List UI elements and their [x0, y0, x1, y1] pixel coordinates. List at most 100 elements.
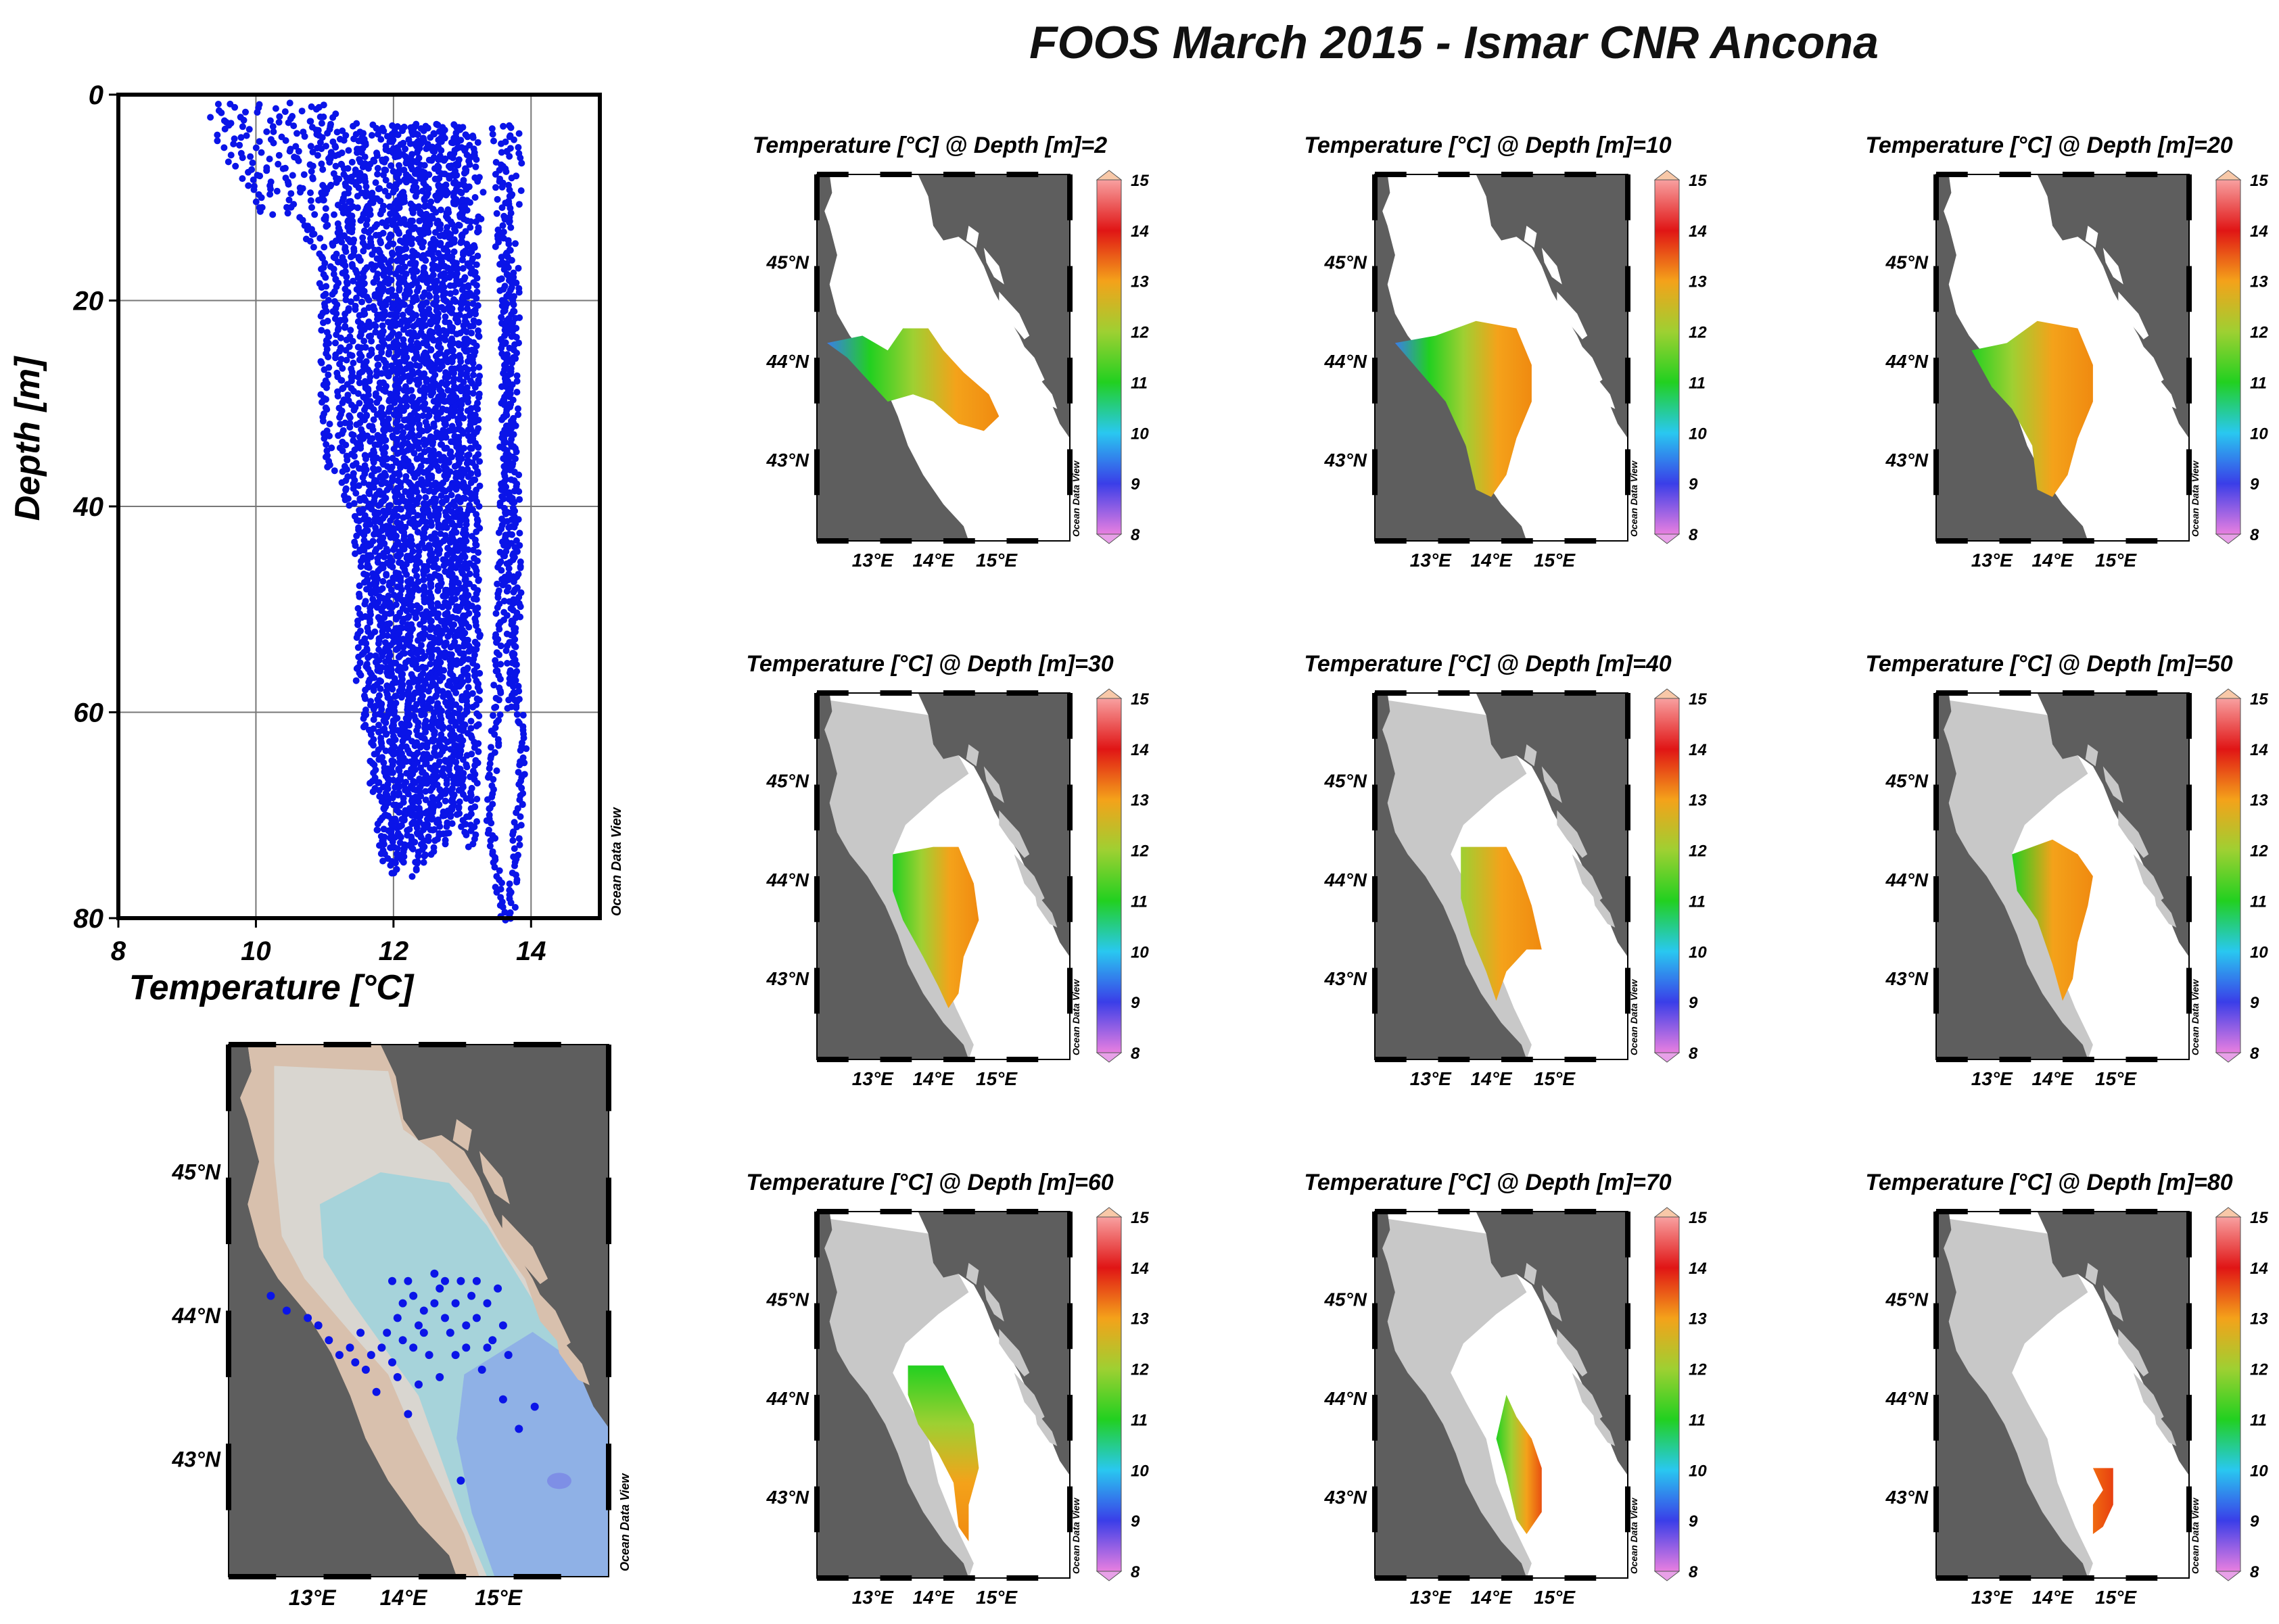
- data-point: [452, 178, 459, 186]
- data-point: [475, 748, 482, 755]
- data-point: [436, 128, 443, 135]
- data-point: [400, 341, 407, 348]
- data-point: [323, 384, 330, 391]
- lat-tick-label: 44°N: [766, 1388, 809, 1409]
- data-point: [310, 243, 317, 251]
- data-point: [505, 181, 512, 189]
- data-point: [231, 135, 238, 143]
- colorbar-tick-label: 10: [1131, 1462, 1149, 1480]
- data-point: [352, 489, 360, 497]
- data-point: [340, 137, 348, 144]
- data-point: [414, 333, 421, 340]
- data-point: [401, 597, 408, 604]
- data-point: [398, 675, 406, 683]
- data-point: [379, 124, 386, 132]
- data-point: [402, 234, 409, 241]
- data-point: [258, 194, 265, 201]
- data-point: [342, 441, 350, 449]
- data-point: [348, 352, 356, 359]
- data-point: [436, 823, 444, 830]
- panel-title: Temperature [°C] @ Depth [m]=60: [746, 1170, 1113, 1195]
- data-point: [245, 126, 253, 133]
- data-point: [456, 222, 463, 229]
- colorbar-tick-label: 14: [1689, 1260, 1707, 1278]
- lat-tick-label: 44°N: [1885, 351, 1928, 372]
- data-point: [496, 175, 504, 183]
- data-point: [424, 124, 431, 132]
- colorbar-tick-label: 9: [1131, 475, 1140, 494]
- data-point: [354, 644, 362, 651]
- data-point: [374, 316, 381, 323]
- data-point: [220, 144, 228, 151]
- data-point: [398, 586, 405, 594]
- data-point: [379, 585, 386, 592]
- data-point: [373, 478, 380, 485]
- data-point: [452, 689, 460, 696]
- data-point: [411, 567, 419, 574]
- data-point: [426, 293, 433, 300]
- data-point: [309, 148, 316, 156]
- data-point: [503, 147, 511, 155]
- data-point: [404, 790, 412, 798]
- lat-tick-label: 43°N: [1323, 1487, 1367, 1508]
- data-point: [345, 210, 352, 218]
- data-point: [398, 762, 406, 769]
- data-point: [221, 125, 229, 133]
- data-point: [511, 498, 518, 506]
- data-point: [465, 684, 472, 691]
- data-point: [381, 427, 388, 435]
- data-point: [507, 390, 514, 398]
- colorbar-tick-label: 15: [1689, 690, 1707, 709]
- data-point: [427, 851, 435, 858]
- data-point: [227, 120, 235, 127]
- data-point: [506, 193, 513, 200]
- data-point: [325, 371, 332, 379]
- data-point: [465, 398, 472, 406]
- colorbar-tick-label: 15: [2250, 1209, 2268, 1227]
- data-point: [400, 523, 408, 531]
- data-point: [511, 554, 518, 561]
- data-point: [306, 237, 314, 245]
- data-point: [475, 318, 482, 326]
- lat-tick-label: 43°N: [766, 450, 809, 471]
- data-point: [396, 809, 403, 816]
- station-point: [398, 1336, 407, 1345]
- data-point: [360, 311, 367, 318]
- data-point: [298, 108, 306, 115]
- data-point: [373, 195, 381, 202]
- data-point: [276, 113, 283, 120]
- data-point: [377, 685, 384, 692]
- lat-tick-label: 43°N: [172, 1448, 221, 1472]
- data-point: [417, 621, 424, 628]
- colorbar-tick-label: 15: [1131, 690, 1149, 709]
- data-point: [413, 344, 421, 352]
- station-point: [425, 1351, 433, 1360]
- data-point: [353, 120, 360, 127]
- data-point: [433, 297, 440, 305]
- colorbar-tick-label: 11: [1689, 374, 1706, 392]
- lon-tick-label: 13°E: [1410, 1068, 1452, 1089]
- lat-tick-label: 44°N: [1323, 351, 1367, 372]
- data-point: [429, 441, 436, 448]
- data-point: [505, 240, 513, 247]
- data-point: [429, 640, 437, 647]
- data-point: [337, 334, 344, 341]
- data-point: [423, 519, 430, 526]
- lat-tick-label: 44°N: [766, 351, 809, 372]
- data-point: [362, 141, 369, 149]
- data-point: [497, 689, 504, 696]
- data-point: [367, 437, 374, 445]
- data-point: [275, 118, 283, 126]
- data-point: [375, 185, 382, 193]
- data-point: [348, 173, 355, 181]
- data-point: [419, 135, 427, 142]
- data-point: [513, 878, 521, 886]
- data-point: [371, 674, 378, 682]
- data-point: [457, 305, 465, 312]
- data-point: [431, 488, 438, 496]
- colorbar-tick-label: 9: [1689, 994, 1698, 1012]
- data-point: [502, 199, 509, 207]
